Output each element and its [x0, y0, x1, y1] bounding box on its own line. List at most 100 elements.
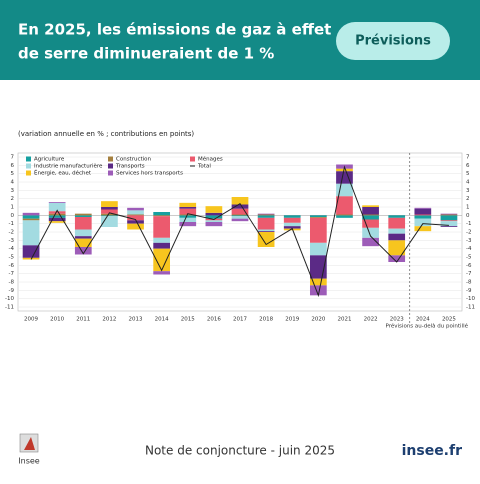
legend-swatch — [26, 156, 31, 162]
bar-segment — [257, 214, 275, 216]
x-tick-label: 2017 — [233, 317, 247, 323]
y-tick-label-right: -5 — [466, 255, 472, 261]
bar-segment — [283, 215, 301, 218]
bar-segment — [22, 212, 40, 216]
legend-swatch — [108, 156, 113, 162]
legend-swatch — [26, 163, 31, 169]
bar-segment — [127, 210, 144, 215]
y-tick-label-right: 1 — [466, 205, 470, 211]
y-tick-label-right: 6 — [466, 163, 470, 169]
bar-segment — [153, 242, 171, 249]
bar-segment — [414, 218, 432, 227]
y-tick-label-right: 3 — [466, 188, 470, 194]
y-tick-label: -10 — [5, 296, 14, 302]
bar-segment — [74, 213, 92, 216]
bar-segment — [179, 222, 197, 227]
y-tick-label-right: -6 — [466, 263, 472, 269]
chart-subtitle: (variation annuelle en % ; contributions… — [18, 130, 194, 138]
bar-segment — [283, 217, 301, 223]
x-tick-label: 2012 — [102, 317, 116, 323]
y-tick-label-right: 7 — [466, 155, 470, 161]
bar-segment — [48, 217, 66, 222]
bar-segment — [205, 212, 223, 216]
y-tick-label-right: -11 — [466, 305, 475, 311]
bar-segment — [101, 215, 118, 217]
bar-segment — [336, 168, 353, 172]
bar-segment — [127, 207, 144, 211]
legend-label: Ménages — [198, 156, 223, 163]
bar-segment — [205, 206, 223, 213]
bar-segment — [74, 229, 92, 237]
bar-segment — [362, 237, 379, 247]
bar-segment — [74, 217, 92, 230]
y-tick-label: 3 — [11, 188, 15, 194]
bar-segment — [388, 228, 406, 234]
y-tick-label-right: -7 — [466, 271, 472, 277]
bar-segment — [414, 207, 432, 209]
legend-label: Transports — [115, 164, 145, 170]
x-tick-label: 2019 — [285, 317, 299, 323]
bar-segment — [414, 215, 432, 219]
legend-swatch — [26, 170, 31, 176]
legend-label: Services hors transports — [116, 171, 183, 177]
bar-segment — [153, 216, 171, 238]
bar-segment — [231, 216, 249, 219]
forecast-note: Prévisions au-delà du pointillé — [386, 323, 469, 330]
bar-segment — [153, 215, 171, 217]
bar-segment — [283, 222, 301, 227]
bar-segment — [153, 237, 171, 243]
bar-segment — [48, 202, 66, 203]
y-tick-label: -9 — [9, 288, 15, 294]
bar-segment — [362, 219, 379, 228]
bar-segment — [362, 205, 379, 207]
bar-segment — [74, 247, 92, 255]
bar-segment — [336, 215, 353, 218]
title-line: de serre diminueraient de 1 % — [18, 45, 274, 63]
y-tick-label-right: -3 — [466, 238, 472, 244]
bar-segment — [388, 240, 406, 256]
x-tick-label: 2013 — [129, 317, 143, 323]
y-tick-label: 1 — [11, 205, 15, 211]
logo-text: Insee — [18, 457, 40, 466]
bar-segment — [440, 213, 458, 215]
logo-shape — [24, 437, 35, 450]
bar-segment — [283, 226, 301, 229]
bar-segment — [179, 207, 197, 209]
y-tick-label: 5 — [11, 171, 15, 177]
bar-segment — [153, 271, 171, 275]
bar-segment — [48, 215, 66, 218]
bar-segment — [74, 236, 92, 239]
bar-segment — [362, 215, 379, 220]
x-tick-label: 2023 — [390, 317, 404, 323]
y-tick-label: -2 — [9, 230, 14, 236]
y-tick-label: 2 — [11, 196, 15, 202]
bar-segment — [309, 217, 327, 218]
bar-segment — [22, 218, 40, 221]
bar-segment — [101, 216, 118, 227]
bar-segment — [179, 202, 197, 207]
legend-swatch — [108, 163, 113, 169]
total-line — [30, 165, 449, 298]
bar-segment — [440, 220, 458, 222]
bar-segment — [48, 213, 66, 216]
y-tick-label: 4 — [11, 180, 15, 186]
bar-segment — [127, 223, 144, 230]
bar-segment — [48, 211, 66, 214]
y-tick-label-right: 0 — [466, 213, 470, 219]
legend-label: Industrie manufacturière — [34, 163, 103, 170]
bar-segment — [205, 215, 223, 219]
x-tick-label: 2018 — [259, 317, 273, 323]
badge-text: Prévisions — [355, 34, 431, 49]
legend-label: Total — [197, 164, 211, 170]
y-tick-label: -1 — [9, 221, 14, 227]
bar-segment — [414, 226, 432, 232]
bar-segment — [231, 208, 249, 215]
x-tick-label: 2010 — [50, 317, 64, 323]
y-tick-label-right: -4 — [466, 246, 472, 252]
x-tick-label: 2024 — [416, 317, 430, 323]
bar-segment — [388, 233, 406, 241]
bar-segment — [257, 231, 275, 232]
y-tick-label-right: 4 — [466, 180, 470, 186]
bar-segment — [22, 220, 40, 246]
y-tick-label: -3 — [9, 238, 15, 244]
